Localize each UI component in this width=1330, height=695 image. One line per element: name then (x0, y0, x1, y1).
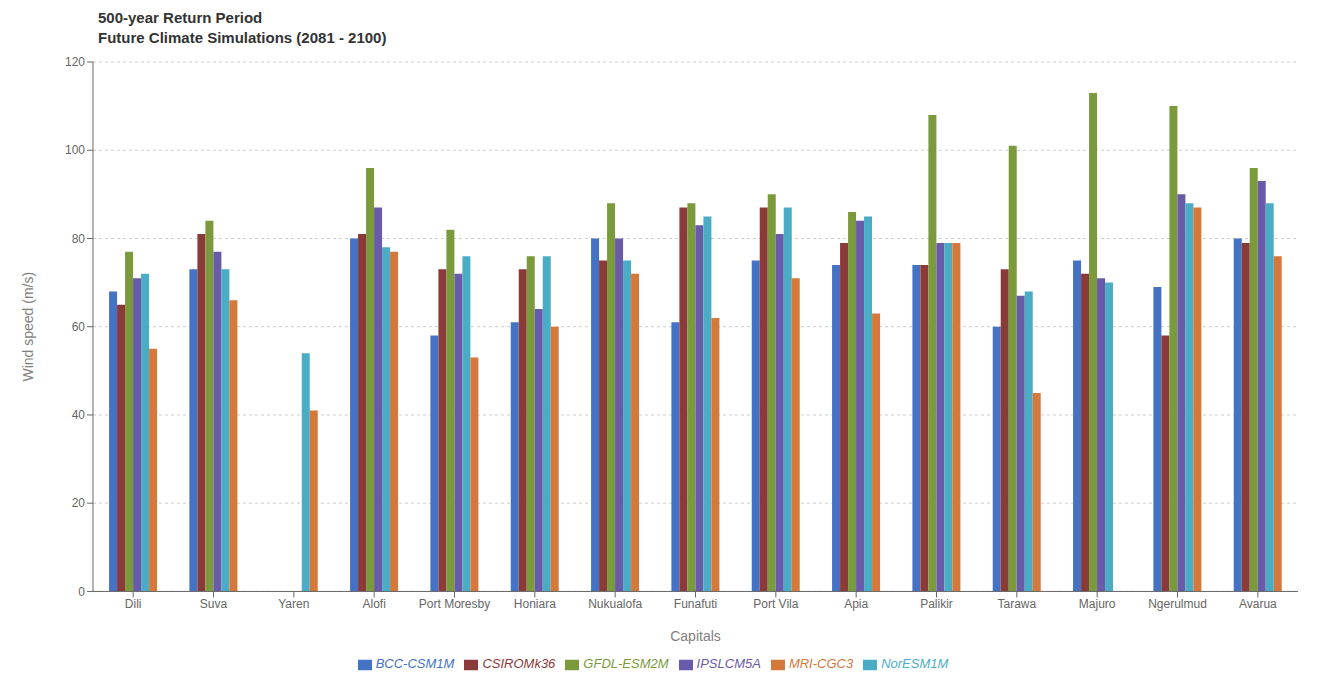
html-text:500-year Return Period: 500-year Return Period (98, 9, 263, 26)
svg-text:Port Vila: Port Vila (753, 597, 798, 611)
html-text:GFDL-ESM2M: GFDL-ESM2M (583, 656, 669, 672)
html-text:IPSLCM5A: IPSLCM5A (696, 656, 761, 672)
svg-text:Yaren: Yaren (278, 597, 309, 611)
svg-text:Port Moresby: Port Moresby (419, 597, 490, 611)
svg-text:Honiara: Honiara (514, 597, 556, 611)
svg-text:Avarua: Avarua (1239, 597, 1277, 611)
svg-text:60: 60 (72, 320, 86, 334)
svg-text:100: 100 (65, 143, 85, 157)
svg-text:Palikir: Palikir (920, 597, 953, 611)
svg-text:Ngerulmud: Ngerulmud (1148, 597, 1207, 611)
html-text:Future Climate Simulations (20: Future Climate Simulations (2081 - 2100) (98, 29, 387, 46)
svg-text:Apia: Apia (844, 597, 868, 611)
html-text:MRI-CGC3: MRI-CGC3 (788, 656, 854, 672)
html-text:BCC-CSM1M: BCC-CSM1M (375, 656, 455, 672)
html-text:NorESM1M: NorESM1M (881, 656, 949, 672)
svg-text:40: 40 (72, 408, 86, 422)
svg-text:Dili: Dili (125, 597, 142, 611)
svg-text:Capitals: Capitals (670, 628, 721, 644)
svg-text:80: 80 (72, 232, 86, 246)
svg-text:Majuro: Majuro (1079, 597, 1116, 611)
svg-text:Tarawa: Tarawa (997, 597, 1036, 611)
svg-text:Suva: Suva (200, 597, 228, 611)
html-text:CSIROMk36: CSIROMk36 (482, 656, 556, 672)
svg-text:20: 20 (72, 496, 86, 510)
svg-text:0: 0 (78, 585, 85, 599)
svg-text:Funafuti: Funafuti (674, 597, 717, 611)
svg-text:Alofi: Alofi (362, 597, 385, 611)
svg-text:Nukualofa: Nukualofa (588, 597, 642, 611)
svg-text:120: 120 (65, 55, 85, 69)
svg-text:Wind speed (m/s): Wind speed (m/s) (20, 272, 36, 382)
